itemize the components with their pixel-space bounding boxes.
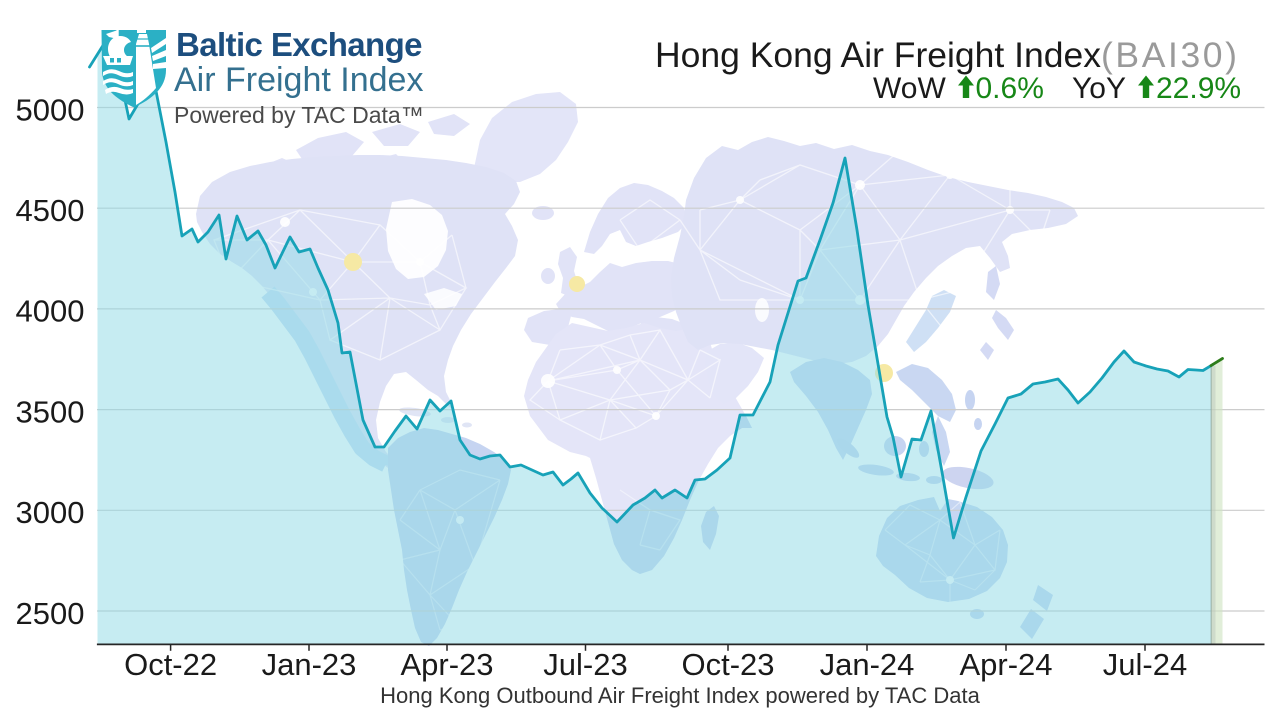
svg-text:Jan-24: Jan-24: [820, 647, 915, 682]
svg-text:Jul-23: Jul-23: [543, 647, 627, 682]
svg-text:Apr-23: Apr-23: [400, 647, 493, 682]
svg-text:Hong Kong Outbound Air Freight: Hong Kong Outbound Air Freight Index pow…: [380, 683, 980, 708]
svg-text:Jan-23: Jan-23: [262, 647, 357, 682]
svg-text:5000: 5000: [16, 92, 85, 127]
svg-text:Apr-24: Apr-24: [959, 647, 1052, 682]
svg-text:Air Freight Index: Air Freight Index: [174, 61, 423, 99]
svg-text:Baltic Exchange: Baltic Exchange: [176, 26, 422, 63]
svg-text:4500: 4500: [16, 193, 85, 228]
svg-text:Oct-23: Oct-23: [681, 647, 774, 682]
svg-text:Jul-24: Jul-24: [1103, 647, 1187, 682]
svg-text:Hong Kong Air Freight Index(BA: Hong Kong Air Freight Index(BAI30): [655, 35, 1240, 75]
svg-text:4000: 4000: [16, 294, 85, 329]
svg-text:Powered by TAC Data™: Powered by TAC Data™: [174, 102, 424, 128]
svg-text:3000: 3000: [16, 495, 85, 530]
svg-text:3500: 3500: [16, 394, 85, 429]
svg-text:2500: 2500: [16, 596, 85, 631]
svg-text:Oct-22: Oct-22: [124, 647, 217, 682]
